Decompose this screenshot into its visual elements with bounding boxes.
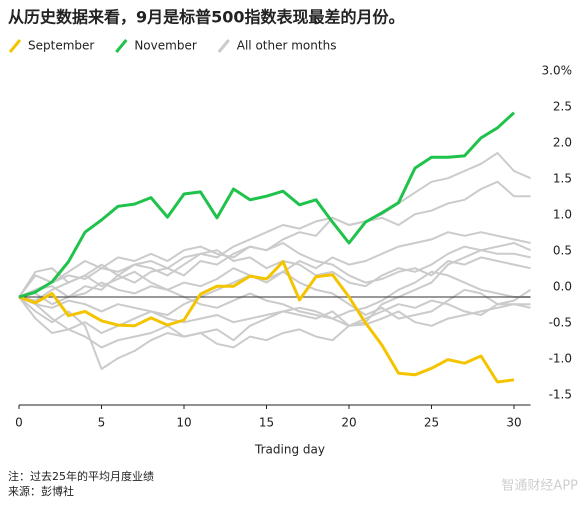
legend-swatch — [8, 39, 22, 53]
x-tick-label: 10 — [176, 416, 191, 430]
source: 来源：彭博社 — [8, 484, 74, 498]
watermark: 智通财经APP — [501, 479, 578, 494]
other-month-line — [18, 296, 531, 327]
other-month-line — [18, 180, 531, 306]
note: 注：过去25年的平均月度业绩 — [8, 469, 154, 483]
series-line — [18, 260, 515, 384]
legend-label: September — [28, 39, 94, 53]
x-tick-label: 0 — [15, 416, 23, 430]
legend-swatch — [115, 39, 128, 53]
other-month-line — [18, 231, 531, 334]
x-axis-label: Trading day — [254, 443, 325, 457]
y-tick-label: 1.5 — [553, 172, 572, 186]
y-tick-label: 0.0 — [553, 280, 572, 294]
legend-swatch — [217, 39, 230, 53]
y-tick-label: 2.5 — [553, 100, 572, 114]
y-tick-label: -1.0 — [549, 352, 572, 366]
other-month-line — [18, 152, 531, 298]
y-tick-label: 2.0 — [553, 136, 572, 150]
chart-title: 从历史数据来看，9月是标普500指数表现最差的月份。 — [8, 8, 405, 27]
x-tick-label: 30 — [506, 416, 521, 430]
x-tick-label: 15 — [259, 416, 274, 430]
y-tick-label: -1.5 — [549, 388, 572, 402]
legend-label: November — [134, 39, 196, 53]
other-month-line — [18, 270, 531, 320]
other-month-line — [18, 267, 531, 320]
other-month-line — [18, 288, 532, 370]
y-tick-label: 3.0% — [542, 64, 573, 78]
legend-label: All other months — [237, 39, 337, 53]
x-tick-label: 5 — [98, 416, 106, 430]
y-tick-label: -0.5 — [549, 316, 572, 330]
series-line — [18, 111, 516, 299]
y-tick-label: 0.5 — [553, 244, 572, 258]
x-tick-label: 25 — [424, 416, 439, 430]
y-tick-label: 1.0 — [553, 208, 572, 222]
other-month-line — [18, 242, 531, 298]
x-tick-label: 20 — [341, 416, 356, 430]
other-month-line — [18, 242, 531, 349]
